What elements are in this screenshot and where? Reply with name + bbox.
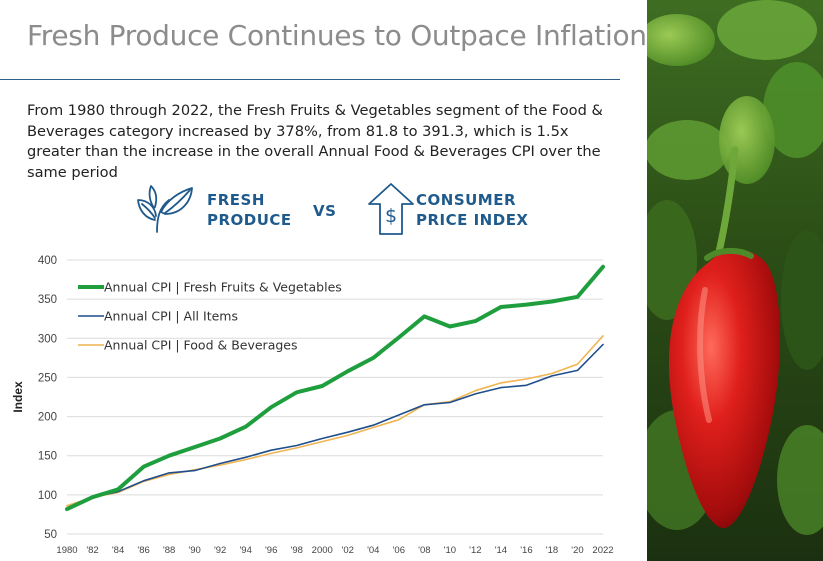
x-tick-label: '14 (495, 545, 507, 556)
x-tick-label: '94 (239, 545, 251, 556)
y-tick-label: 250 (38, 372, 57, 384)
y-tick-label: 200 (38, 412, 57, 424)
y-tick-label: 400 (38, 255, 57, 267)
x-tick-label: '92 (214, 545, 226, 556)
x-tick-label: '04 (367, 545, 379, 556)
y-axis-label: Index (11, 381, 25, 413)
x-tick-label: '82 (86, 545, 98, 556)
x-tick-label: '10 (444, 545, 456, 556)
legend-label: Annual CPI | Fresh Fruits & Vegetables (104, 280, 342, 295)
house-dollar-icon: $ (368, 183, 414, 235)
title-divider (0, 79, 620, 80)
cpi-line-chart: 50 100 150 200 250 300 350 400 1980 '82 '84 '86 '88 '… (11, 255, 614, 556)
x-tick-label: '88 (163, 545, 175, 556)
x-tick-label: 2000 (312, 545, 333, 556)
x-tick-label: '18 (546, 545, 558, 556)
cpi-label-line1: CONSUMER (416, 191, 517, 209)
red-pepper-photo (647, 0, 823, 561)
y-tick-label: 100 (38, 490, 57, 502)
x-tick-label: '84 (112, 545, 124, 556)
fresh-label-line1: FRESH (207, 191, 265, 209)
vs-label: VS (313, 202, 337, 220)
leaf-icon (137, 185, 193, 233)
y-tick-label: 300 (38, 333, 57, 345)
y-tick-label: 150 (38, 451, 57, 463)
x-tick-label: 1980 (56, 545, 77, 556)
x-tick-label: '86 (137, 545, 149, 556)
x-tick-label: '02 (342, 545, 354, 556)
x-tick-label: '20 (571, 545, 583, 556)
comparison-header: FRESH PRODUCE VS $ CONSUMER PRICE INDEX (135, 180, 555, 240)
x-tick-label: '08 (418, 545, 430, 556)
x-tick-label: '16 (520, 545, 532, 556)
x-tick-label: '12 (469, 545, 481, 556)
fresh-label-line2: PRODUCE (207, 211, 292, 229)
page-title: Fresh Produce Continues to Outpace Infla… (27, 19, 647, 52)
y-tick-label: 50 (44, 529, 57, 541)
cpi-label-line2: PRICE INDEX (416, 211, 529, 229)
x-tick-label: '90 (188, 545, 200, 556)
x-tick-label: 2022 (592, 545, 613, 556)
svg-text:$: $ (385, 205, 397, 227)
x-tick-label: '96 (265, 545, 277, 556)
legend-label: Annual CPI | Food & Beverages (104, 338, 298, 353)
y-tick-label: 350 (38, 294, 57, 306)
x-tick-label: '98 (291, 545, 303, 556)
series-line (66, 343, 604, 510)
description-text: From 1980 through 2022, the Fresh Fruits… (27, 102, 603, 181)
series-line (66, 335, 604, 507)
x-tick-label: '06 (393, 545, 405, 556)
series-line (65, 264, 605, 512)
legend-label: Annual CPI | All Items (104, 309, 238, 324)
